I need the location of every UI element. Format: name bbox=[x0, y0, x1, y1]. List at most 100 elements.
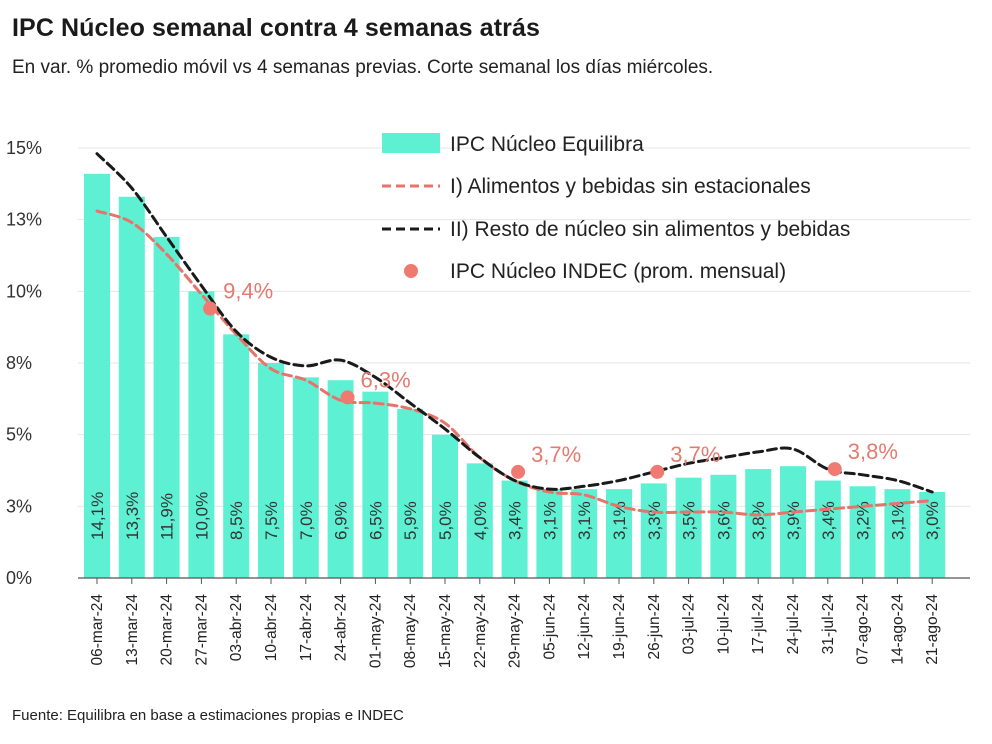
y-tick-label: 3% bbox=[6, 496, 32, 516]
bar bbox=[258, 363, 284, 578]
bar bbox=[292, 377, 319, 578]
axis-layer: 0% 3% 5% 8% 10% 13% 15% 06-mar-24 13-mar-24 20-ma… bbox=[6, 138, 970, 668]
bar bbox=[849, 486, 876, 578]
x-tick-label: 22-may-24 bbox=[472, 594, 489, 668]
bar bbox=[501, 480, 528, 578]
bar-data-label: 3,8% bbox=[749, 501, 768, 540]
line-layer bbox=[95, 152, 934, 517]
bar-data-label: 5,0% bbox=[436, 501, 455, 540]
series-line-alimentos bbox=[95, 209, 934, 517]
x-tick-label: 10-abr-24 bbox=[263, 594, 280, 662]
x-tick-label: 03-abr-24 bbox=[228, 594, 245, 662]
indec-point-label: 6,3% bbox=[361, 367, 411, 392]
bar bbox=[640, 483, 667, 578]
bar-data-label: 3,4% bbox=[819, 501, 838, 540]
chart-source: Fuente: Equilibra en base a estimaciones… bbox=[12, 707, 404, 724]
x-tick-label: 27-mar-24 bbox=[193, 594, 210, 666]
bar bbox=[432, 434, 458, 578]
legend: IPC Núcleo Equilibra I) Alimentos y bebid… bbox=[382, 133, 850, 283]
x-tick-label: 10-jul-24 bbox=[715, 594, 732, 655]
bar bbox=[362, 391, 389, 578]
bar bbox=[571, 489, 598, 578]
bar-data-label: 3,1% bbox=[610, 501, 629, 540]
bar bbox=[466, 463, 493, 578]
x-tick-label: 26-jun-24 bbox=[646, 594, 663, 660]
bar-data-label: 4,0% bbox=[471, 501, 490, 540]
bar bbox=[710, 474, 737, 578]
bar bbox=[814, 480, 841, 578]
x-tick-label: 31-jul-24 bbox=[820, 594, 837, 655]
indec-point bbox=[827, 462, 842, 477]
y-tick-label: 13% bbox=[6, 210, 42, 230]
bar-data-label: 3,3% bbox=[645, 501, 664, 540]
bar-data-label: 3,5% bbox=[680, 501, 699, 540]
bar-data-label: 3,1% bbox=[540, 501, 559, 540]
x-tick-label: 20-mar-24 bbox=[159, 594, 176, 666]
x-tick-label: 05-jun-24 bbox=[541, 594, 558, 660]
indec-point bbox=[203, 301, 218, 316]
bar-data-label: 3,0% bbox=[923, 501, 942, 540]
x-tick-label: 17-jul-24 bbox=[750, 594, 767, 655]
x-tick-label: 13-mar-24 bbox=[124, 594, 141, 666]
x-tick-label: 06-mar-24 bbox=[89, 594, 106, 666]
bar-data-label: 3,2% bbox=[854, 501, 873, 540]
indec-point bbox=[650, 464, 665, 479]
x-tick-label: 08-may-24 bbox=[402, 594, 419, 668]
x-tick-label: 15-may-24 bbox=[437, 594, 454, 668]
bar-data-label: 7,5% bbox=[262, 501, 281, 540]
bar-data-label: 3,6% bbox=[714, 501, 733, 540]
bar bbox=[536, 489, 563, 578]
series-line-resto bbox=[95, 152, 934, 494]
bar-data-label: 3,1% bbox=[575, 501, 594, 540]
bar-data-label: 3,4% bbox=[506, 501, 525, 540]
bar bbox=[118, 196, 145, 578]
indec-point bbox=[511, 464, 526, 479]
bar bbox=[153, 236, 180, 578]
bar bbox=[84, 173, 110, 579]
y-tick-label: 10% bbox=[6, 281, 42, 301]
bar bbox=[223, 334, 250, 578]
bar-data-label: 8,5% bbox=[227, 501, 246, 540]
chart-subtitle: En var. % promedio móvil vs 4 semanas pr… bbox=[12, 57, 714, 78]
legend-label-bar: IPC Núcleo Equilibra bbox=[450, 133, 644, 156]
y-tick-label: 15% bbox=[6, 138, 42, 158]
bar-data-label: 11,9% bbox=[158, 493, 177, 540]
x-tick-label: 19-jun-24 bbox=[611, 594, 628, 660]
legend-label-resto: II) Resto de núcleo sin alimentos y bebi… bbox=[450, 218, 850, 241]
bar-data-label: 7,0% bbox=[297, 501, 316, 540]
bar-data-label: 6,5% bbox=[366, 501, 385, 540]
bar-data-label: 13,3% bbox=[123, 492, 142, 540]
x-tick-label: 29-may-24 bbox=[507, 594, 524, 668]
legend-swatch-bar bbox=[382, 133, 440, 153]
legend-label-indec: IPC Núcleo INDEC (prom. mensual) bbox=[450, 260, 786, 283]
bar-data-label: 10,0% bbox=[192, 492, 211, 540]
chart-title: IPC Núcleo semanal contra 4 semanas atrá… bbox=[12, 14, 540, 42]
point-layer: 9,4% 6,3% 3,7% 3,7% 3,8% bbox=[203, 279, 898, 479]
bar-data-label: 3,1% bbox=[888, 501, 907, 540]
x-tick-label: 14-ago-24 bbox=[889, 594, 906, 665]
y-tick-label: 0% bbox=[6, 568, 32, 588]
x-tick-label: 03-jul-24 bbox=[681, 594, 698, 655]
bar bbox=[675, 477, 702, 578]
indec-point-label: 3,7% bbox=[670, 442, 720, 467]
bar bbox=[919, 492, 946, 578]
bar-data-label: 3,9% bbox=[784, 501, 803, 540]
indec-point-label: 3,7% bbox=[531, 442, 581, 467]
bar bbox=[327, 380, 354, 578]
y-tick-label: 8% bbox=[6, 353, 32, 373]
x-tick-label: 17-abr-24 bbox=[298, 594, 315, 662]
bar-data-label: 14,1% bbox=[88, 492, 107, 540]
indec-point-label: 3,8% bbox=[848, 439, 898, 464]
x-tick-label: 24-abr-24 bbox=[333, 594, 350, 662]
x-tick-label: 12-jun-24 bbox=[576, 594, 593, 660]
x-tick-label: 24-jul-24 bbox=[785, 594, 802, 655]
legend-label-alimentos: I) Alimentos y bebidas sin estacionales bbox=[450, 175, 811, 198]
bar-data-label: 6,9% bbox=[332, 501, 351, 540]
bar bbox=[745, 469, 772, 578]
x-tick-label: 01-may-24 bbox=[367, 594, 384, 668]
bar bbox=[606, 489, 632, 578]
y-tick-label: 5% bbox=[6, 425, 32, 445]
bar-data-label: 5,9% bbox=[401, 501, 420, 540]
indec-point-label: 9,4% bbox=[223, 279, 273, 304]
